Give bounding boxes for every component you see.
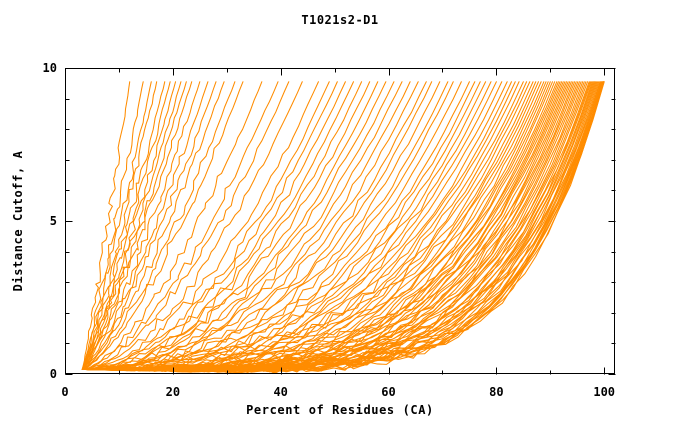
y-tick-label-10: 10 — [43, 61, 57, 75]
page-title: T1021s2-D1 — [301, 13, 379, 27]
x-tick-label-20: 20 — [166, 385, 180, 399]
data-curve — [81, 81, 303, 370]
axis-ticks-layer — [65, 68, 616, 375]
data-curve — [81, 81, 363, 371]
y-tick-label-5: 5 — [50, 214, 57, 228]
data-curve — [81, 81, 449, 371]
x-tick-label-60: 60 — [381, 385, 395, 399]
data-curve — [81, 81, 531, 371]
x-tick-label-100: 100 — [593, 385, 615, 399]
data-curve — [81, 81, 427, 370]
data-curve — [81, 81, 152, 370]
axis-tick-labels-layer: 0 20 40 60 80 100 0 5 10 — [43, 61, 616, 399]
data-curve — [81, 81, 131, 370]
data-curve — [81, 81, 605, 372]
x-tick-label-80: 80 — [489, 385, 503, 399]
data-curve — [81, 81, 403, 371]
curve-series-layer — [81, 81, 605, 374]
data-curve — [81, 81, 217, 370]
data-curve — [81, 81, 290, 370]
data-curve — [81, 81, 158, 370]
data-curve — [81, 81, 225, 370]
data-curve — [81, 81, 171, 370]
data-curve — [81, 81, 512, 372]
data-curve — [81, 81, 201, 370]
data-curve — [81, 81, 319, 370]
data-curve — [81, 81, 263, 370]
data-curve — [81, 81, 454, 371]
y-axis-title: Distance Cutoff, A — [11, 150, 25, 291]
data-curve — [81, 81, 209, 370]
x-tick-label-0: 0 — [61, 385, 68, 399]
data-curve — [81, 81, 187, 370]
data-curve — [81, 81, 279, 370]
data-curve — [81, 81, 193, 370]
data-curve — [81, 81, 236, 370]
data-curve — [81, 81, 462, 371]
x-tick-label-40: 40 — [273, 385, 287, 399]
data-curve — [81, 81, 182, 370]
x-axis-title: Percent of Residues (CA) — [246, 403, 434, 417]
y-tick-label-0: 0 — [50, 367, 57, 381]
data-curve — [81, 81, 589, 373]
data-curve — [81, 81, 166, 370]
data-curve — [81, 81, 177, 370]
data-curve — [81, 81, 411, 371]
data-curve — [81, 81, 387, 370]
data-curve — [81, 81, 244, 370]
data-curve — [81, 81, 553, 372]
